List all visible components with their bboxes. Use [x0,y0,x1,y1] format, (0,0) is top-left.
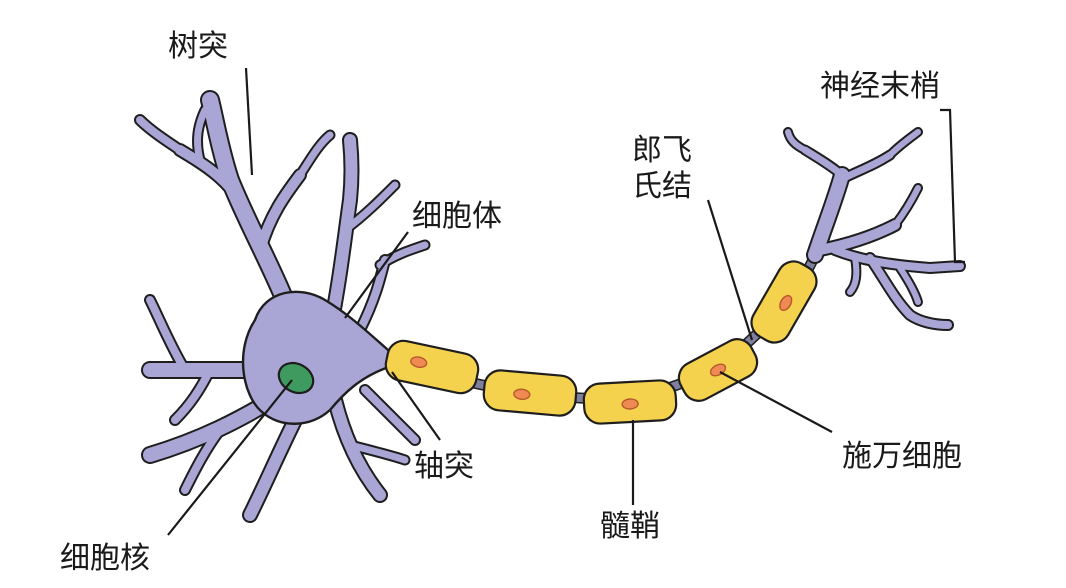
leader-nerve-ending [940,108,965,264]
schwann-cell [482,369,578,417]
label-node-of-ranvier-line1: 郎飞 [632,133,692,168]
label-myelin-sheath: 髓鞘 [600,509,660,544]
label-nerve-ending: 神经末梢 [820,69,940,104]
label-node-of-ranvier-line2: 氏结 [632,169,692,204]
leader-lines [167,67,965,536]
schwann-cell [582,379,678,425]
label-axon: 轴突 [414,449,474,484]
label-schwann-cell: 施万细胞 [842,439,962,474]
label-cell-body: 细胞体 [412,199,502,234]
label-nucleus: 细胞核 [60,541,150,576]
axon-terminals [783,127,966,331]
myelin-sheath [384,260,818,425]
leader-axon [391,371,441,441]
leader-dendrite [244,67,254,176]
leader-node-of-ranvier [706,199,754,341]
leader-nucleus [167,379,293,536]
leader-cell-body [344,231,409,319]
leader-schwann-cell [719,371,833,433]
label-dendrite: 树突 [168,29,228,64]
schwann-cell [677,338,759,402]
schwann-cell [750,260,818,344]
schwann-cell [384,339,480,395]
